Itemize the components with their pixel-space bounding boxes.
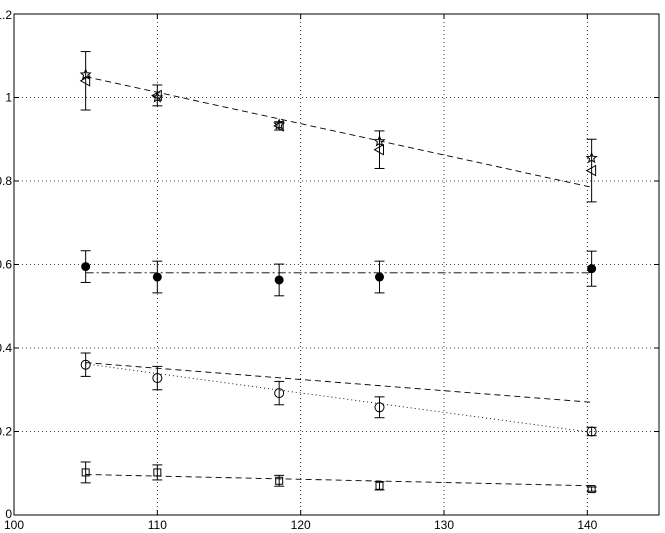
x-tick-label: 140 [577,518,597,532]
data-point-circle [586,426,597,437]
fit-line-dotted [85,363,592,433]
y-tick-label: 0.4 [0,341,12,355]
data-point-filled-circle [274,275,284,285]
fit-line-dashed [85,76,592,188]
data-point-filled-circle [81,262,91,272]
data-point-filled-circle [375,272,384,282]
fit-line-dashed [85,474,592,487]
data-point-circle [80,359,91,370]
y-tick-label: 0.8 [0,174,12,188]
y-axis-ticks: 0 0.2 0.4 0.6 0.8 1 1.2 [0,8,659,521]
y-tick-label: 0.2 [0,425,12,439]
data-point-circle [274,388,285,399]
data-point-circle [374,402,385,413]
data-point-star [79,68,92,80]
fit-lines [85,76,592,487]
data-point-filled-circle [587,264,597,274]
y-tick-label: 0.6 [0,258,12,272]
data-point-square [587,485,596,494]
fit-line-dashed [85,362,592,403]
data-markers [79,68,598,494]
x-axis-ticks: 100 110 120 130 140 [4,14,598,532]
data-point-filled-circle [152,272,162,282]
data-point-square [275,476,284,485]
y-tick-label: 1 [5,91,12,105]
data-point-triangle-left [273,120,284,132]
data-point-square [375,481,384,490]
y-tick-label: 1.2 [0,8,12,22]
grid [14,14,659,515]
error-bars [80,51,597,492]
data-point-triangle-left [585,164,597,177]
data-point-triangle-left [79,74,91,87]
x-tick-label: 110 [148,518,167,532]
data-point-triangle-left [151,89,162,102]
data-point-star [373,134,386,147]
data-point-square [153,468,162,477]
x-tick-label: 120 [291,518,311,532]
x-tick-label: 130 [434,518,454,532]
y-tick-label: 0 [5,507,12,521]
data-point-circle [152,373,163,384]
data-point-triangle-left [373,143,384,156]
data-point-star [585,151,598,164]
data-point-square [81,468,90,477]
x-tick-label: 100 [4,518,24,532]
